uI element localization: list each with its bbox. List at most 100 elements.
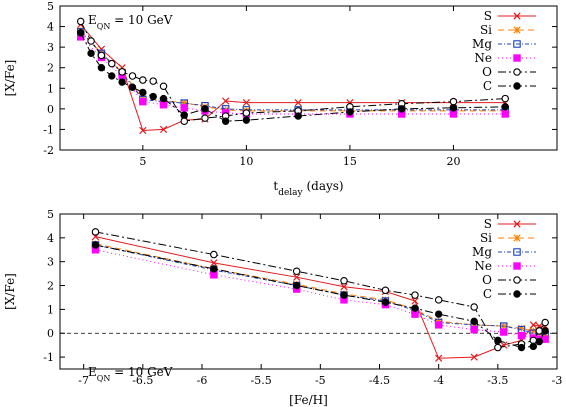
x-tick-label: 10 — [239, 155, 253, 168]
legend-label: C — [483, 287, 492, 301]
data-point — [470, 325, 478, 334]
data-point — [500, 328, 508, 336]
data-point — [411, 304, 419, 312]
legend-entry-Mg: Mg — [472, 245, 536, 259]
data-point — [201, 105, 209, 113]
plot-frame — [59, 213, 558, 370]
data-point — [501, 94, 509, 103]
legend-marker — [513, 12, 521, 20]
data-point — [139, 76, 147, 84]
legend-entry-Ne: Ne — [474, 259, 536, 273]
data-point — [435, 354, 443, 362]
data-point — [242, 109, 251, 117]
legend-entry-O: O — [482, 65, 536, 79]
data-point — [180, 111, 188, 119]
legend-marker — [513, 68, 521, 76]
energy-annotation: EQN = 10 GeV — [88, 13, 173, 31]
x-tick-label: 5 — [139, 155, 146, 168]
y-tick-label: 5 — [47, 208, 54, 221]
data-point — [470, 303, 478, 311]
legend-label: Ne — [474, 51, 492, 65]
data-point — [494, 343, 502, 352]
data-point — [535, 337, 543, 346]
data-point — [128, 83, 137, 91]
legend-entry-Mg: Mg — [472, 37, 536, 51]
data-point — [529, 336, 538, 345]
legend-label: Ne — [474, 259, 492, 273]
data-point — [201, 114, 209, 122]
data-point — [293, 273, 301, 281]
legend-entry-S: S — [484, 217, 536, 231]
data-point — [294, 112, 302, 120]
data-point — [139, 126, 147, 135]
y-tick-label: -1 — [43, 123, 54, 136]
data-point — [501, 103, 509, 111]
data-point — [411, 297, 419, 305]
legend-marker — [513, 82, 521, 90]
legend-marker — [513, 54, 521, 62]
data-point — [449, 104, 458, 112]
legend-marker — [513, 248, 521, 256]
y-tick-label: -1 — [43, 351, 54, 364]
legend-marker — [513, 40, 521, 48]
data-point — [434, 310, 443, 318]
legend-entry-Ne: Ne — [474, 51, 536, 65]
legend-marker — [513, 290, 521, 298]
legend-label: O — [482, 273, 492, 287]
data-point — [529, 342, 538, 351]
legend-label: S — [484, 217, 492, 231]
data-point — [434, 321, 443, 329]
data-point — [159, 82, 168, 90]
data-point — [87, 49, 95, 58]
y-tick-label: 1 — [47, 82, 54, 95]
y-tick-label: 0 — [47, 327, 54, 340]
data-point — [139, 97, 147, 106]
data-point — [381, 298, 390, 306]
y-tick-label: 5 — [47, 0, 54, 13]
y-tick-label: -2 — [43, 144, 54, 157]
legend-label: Mg — [472, 245, 492, 259]
data-point — [434, 296, 443, 304]
legend-entry-S: S — [484, 9, 536, 23]
legend-entry-C: C — [483, 287, 536, 301]
data-point — [529, 327, 537, 335]
data-point — [97, 51, 106, 60]
chart-panel-2: -7 -6.5 -6 -5.5 -5 -4.5 -4 -3.5 -3 -1 0 1 2 3 4 5 [Fe/H]… — [3, 208, 562, 407]
legend-marker — [513, 234, 521, 242]
legend-entry-Si: Si — [480, 23, 536, 37]
x-tick-label: -5 — [315, 374, 326, 387]
y-tick-label: 3 — [47, 256, 54, 269]
data-point — [517, 343, 526, 352]
y-tick-label: 3 — [47, 41, 54, 54]
y-tick-label: 4 — [47, 232, 54, 245]
legend-entry-O: O — [482, 273, 536, 287]
data-point — [541, 318, 549, 327]
data-point — [180, 117, 189, 125]
data-point — [76, 17, 85, 26]
data-point — [87, 37, 95, 45]
data-point — [108, 72, 116, 80]
legend-marker — [513, 220, 521, 228]
data-point — [118, 68, 126, 76]
data-point — [210, 265, 218, 273]
energy-annotation: EQN = 10 GeV — [88, 365, 173, 383]
data-point — [108, 59, 116, 68]
x-tick-label: -5.5 — [251, 374, 272, 387]
data-point — [128, 72, 137, 80]
data-point — [411, 291, 419, 299]
data-point — [411, 310, 419, 318]
legend-entry-Si: Si — [480, 231, 536, 245]
series-line — [80, 21, 506, 122]
data-point — [149, 92, 157, 101]
data-point — [292, 281, 301, 290]
x-tick-label: 15 — [343, 155, 357, 168]
data-point — [180, 104, 188, 112]
data-point — [501, 110, 509, 118]
data-point — [529, 321, 537, 329]
data-point — [210, 271, 218, 279]
data-point — [149, 77, 157, 85]
x-tick-label: -3 — [552, 374, 563, 387]
data-point — [340, 283, 348, 291]
